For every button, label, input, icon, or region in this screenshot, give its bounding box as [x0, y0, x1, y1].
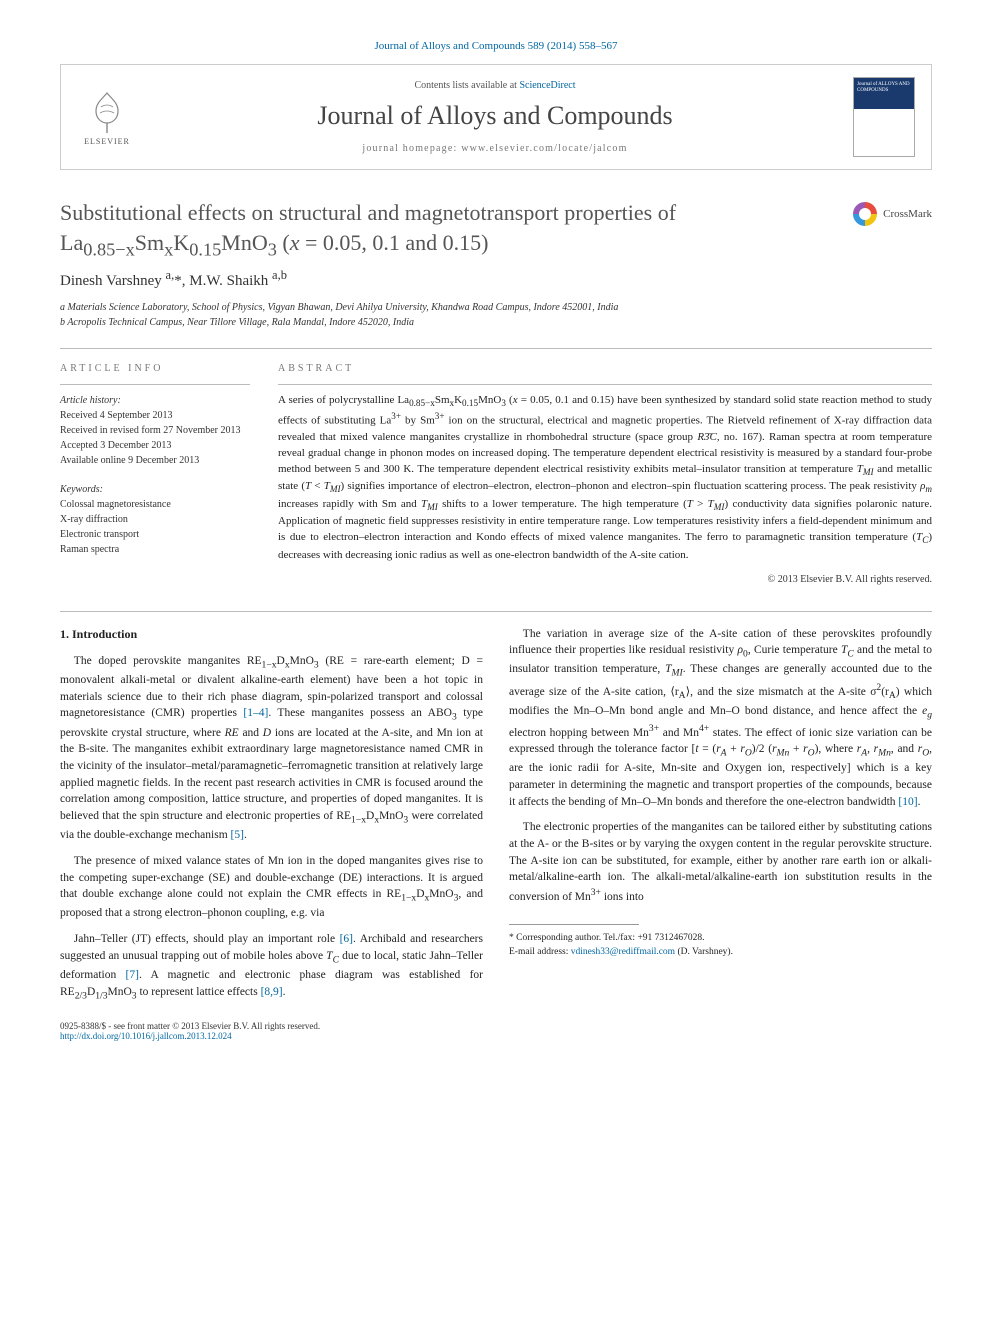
- history-label: Article history:: [60, 393, 250, 408]
- corresponding-label: * Corresponding author. Tel./fax: +91 73…: [509, 931, 932, 945]
- homepage-prefix: journal homepage:: [362, 143, 461, 154]
- crossmark-badge[interactable]: CrossMark: [853, 202, 932, 226]
- article-history: Article history: Received 4 September 20…: [60, 393, 250, 468]
- header-center: Contents lists available at ScienceDirec…: [155, 80, 835, 154]
- cover-thumb-title: Journal of ALLOYS AND COMPOUNDS: [857, 82, 911, 93]
- divider: [60, 384, 250, 385]
- affiliation-a: a Materials Science Laboratory, School o…: [60, 300, 932, 315]
- email-suffix: (D. Varshney).: [677, 947, 733, 957]
- email-label: E-mail address:: [509, 947, 568, 957]
- corresponding-author: * Corresponding author. Tel./fax: +91 73…: [509, 931, 932, 960]
- keywords-list: Colossal magnetoresistance X-ray diffrac…: [60, 497, 250, 557]
- article-info-column: ARTICLE INFO Article history: Received 4…: [60, 363, 250, 585]
- divider: [60, 611, 932, 612]
- body-columns: 1. Introduction The doped perovskite man…: [60, 626, 932, 1003]
- journal-header: ELSEVIER Contents lists available at Sci…: [60, 64, 932, 170]
- corresponding-email-link[interactable]: vdinesh33@rediffmail.com: [571, 947, 675, 957]
- journal-cover-thumbnail: Journal of ALLOYS AND COMPOUNDS: [853, 77, 915, 157]
- homepage-url[interactable]: www.elsevier.com/locate/jalcom: [461, 143, 627, 154]
- contents-prefix: Contents lists available at: [414, 80, 519, 91]
- affiliation-b: b Acropolis Technical Campus, Near Tillo…: [60, 315, 932, 330]
- article-title: Substitutional effects on structural and…: [60, 198, 932, 262]
- keywords-block: Keywords: Colossal magnetoresistance X-r…: [60, 482, 250, 557]
- body-paragraph: Jahn–Teller (JT) effects, should play an…: [60, 931, 483, 1003]
- elsevier-logo: ELSEVIER: [77, 82, 137, 152]
- divider: [278, 384, 932, 385]
- received-date: Received 4 September 2013: [60, 408, 250, 423]
- sciencedirect-link[interactable]: ScienceDirect: [519, 80, 575, 91]
- keyword: Raman spectra: [60, 542, 250, 557]
- footnote-separator: [509, 924, 639, 925]
- abstract-text: A series of polycrystalline La0.85−xSmxK…: [278, 393, 932, 564]
- affiliations: a Materials Science Laboratory, School o…: [60, 300, 932, 330]
- body-paragraph: The variation in average size of the A-s…: [509, 626, 932, 811]
- footer-left: 0925-8388/$ - see front matter © 2013 El…: [60, 1021, 320, 1041]
- keyword: Colossal magnetoresistance: [60, 497, 250, 512]
- divider: [60, 348, 932, 349]
- revised-date: Received in revised form 27 November 201…: [60, 423, 250, 438]
- page-footer: 0925-8388/$ - see front matter © 2013 El…: [60, 1021, 932, 1041]
- crossmark-icon: [853, 202, 877, 226]
- doi-link[interactable]: http://dx.doi.org/10.1016/j.jallcom.2013…: [60, 1031, 320, 1041]
- abstract-heading: ABSTRACT: [278, 363, 932, 374]
- keywords-label: Keywords:: [60, 482, 250, 497]
- online-date: Available online 9 December 2013: [60, 453, 250, 468]
- body-paragraph: The presence of mixed valance states of …: [60, 853, 483, 922]
- authors: Dinesh Varshney a,*, M.W. Shaikh a,b: [60, 268, 932, 290]
- top-citation: Journal of Alloys and Compounds 589 (201…: [60, 40, 932, 52]
- info-abstract-row: ARTICLE INFO Article history: Received 4…: [60, 363, 932, 585]
- body-paragraph: The electronic properties of the mangani…: [509, 819, 932, 905]
- body-paragraph: The doped perovskite manganites RE1−xDxM…: [60, 653, 483, 844]
- abstract-copyright: © 2013 Elsevier B.V. All rights reserved…: [278, 574, 932, 585]
- contents-line: Contents lists available at ScienceDirec…: [155, 80, 835, 91]
- issn-line: 0925-8388/$ - see front matter © 2013 El…: [60, 1021, 320, 1031]
- publisher-name: ELSEVIER: [84, 137, 130, 146]
- accepted-date: Accepted 3 December 2013: [60, 438, 250, 453]
- keyword: X-ray diffraction: [60, 512, 250, 527]
- crossmark-label: CrossMark: [883, 208, 932, 220]
- elsevier-tree-icon: [84, 89, 130, 135]
- journal-name: Journal of Alloys and Compounds: [155, 101, 835, 131]
- section-heading-introduction: 1. Introduction: [60, 626, 483, 643]
- keyword: Electronic transport: [60, 527, 250, 542]
- article-info-heading: ARTICLE INFO: [60, 363, 250, 374]
- homepage-line: journal homepage: www.elsevier.com/locat…: [155, 143, 835, 154]
- title-row: Substitutional effects on structural and…: [60, 198, 932, 262]
- abstract-column: ABSTRACT A series of polycrystalline La0…: [278, 363, 932, 585]
